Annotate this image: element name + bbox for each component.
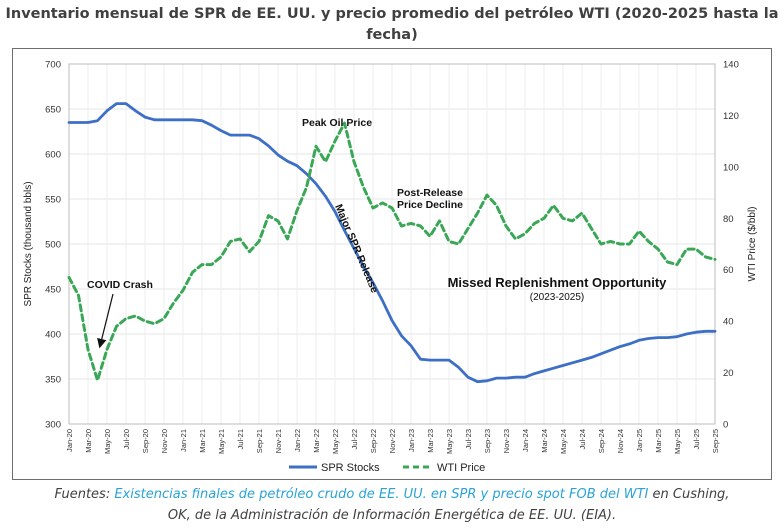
y-right-tick-label: 80	[723, 214, 734, 225]
x-tick-label: Jul-23	[464, 429, 473, 449]
legend-label-wti: WTI Price	[437, 462, 485, 474]
y-right-tick-label: 60	[723, 265, 734, 276]
x-tick-label: May-21	[217, 429, 226, 454]
legend-label-spr: SPR Stocks	[321, 462, 380, 474]
annotation-price-decline: Price Decline	[397, 199, 463, 211]
source-prefix: Fuentes:	[54, 487, 115, 502]
x-tick-label: May-24	[559, 429, 568, 454]
x-tick-label: Jul-22	[350, 429, 359, 449]
x-tick-label: Mar-21	[198, 429, 207, 453]
y-right-tick-label: 0	[723, 420, 728, 431]
x-tick-label: Mar-22	[312, 429, 321, 453]
y-left-tick-label: 400	[45, 330, 61, 341]
annotation-post-release: Post-Release	[397, 187, 463, 199]
x-axis: Jan-20 Mar-20 May-20 Jul-20 Sep-20 Nov-20 Jan-…	[65, 429, 720, 454]
x-tick-label: Sep-22	[369, 429, 378, 453]
source-line-2: OK, de la Administración de Información …	[167, 508, 617, 523]
x-tick-label: Jul-20	[122, 429, 131, 449]
x-tick-label: Mar-23	[426, 429, 435, 453]
source-link[interactable]: Existencias finales de petróleo crudo de…	[114, 487, 649, 502]
x-tick-label: Jul-25	[692, 429, 701, 449]
x-tick-label: Mar-20	[84, 429, 93, 453]
source-line-1: Fuentes: Existencias finales de petróleo…	[55, 487, 730, 502]
annotation-covid-crash: COVID Crash	[87, 279, 153, 291]
page-title: Inventario mensual de SPR de EE. UU. y p…	[0, 4, 784, 46]
y-left-tick-label: 500	[45, 240, 61, 251]
x-tick-label: Nov-22	[388, 429, 397, 453]
x-tick-label: Jan-24	[521, 429, 530, 452]
y-right-tick-label: 140	[723, 60, 739, 71]
plot-area	[68, 63, 716, 425]
y-left-tick-label: 350	[45, 375, 61, 386]
annotation-missed-subtitle: (2023-2025)	[530, 292, 584, 303]
gridlines	[68, 63, 716, 425]
x-tick-label: Sep-20	[141, 429, 150, 453]
y-left-tick-label: 650	[45, 105, 61, 116]
x-tick-label: Sep-21	[255, 429, 264, 453]
spr-stocks-line	[67, 102, 717, 384]
y-left-tick-label: 700	[45, 60, 61, 71]
y-right-tick-label: 20	[723, 368, 734, 379]
x-tick-label: Mar-25	[654, 429, 663, 453]
x-tick-label: Jan-20	[65, 429, 74, 452]
x-tick-label: Nov-24	[616, 429, 625, 453]
x-tick-label: May-25	[673, 429, 682, 454]
y-left-tick-label: 450	[45, 285, 61, 296]
x-tick-label: May-23	[445, 429, 454, 454]
x-tick-label: Nov-20	[160, 429, 169, 453]
x-tick-label: Jan-21	[179, 429, 188, 452]
y-left-tick-label: 600	[45, 150, 61, 161]
x-tick-label: Jan-23	[407, 429, 416, 452]
chart-frame: 300 350 400 450 500 550 600 650 700 SPR Stocks (t…	[12, 48, 772, 480]
y-right-tick-label: 120	[723, 111, 739, 122]
x-tick-label: Mar-24	[540, 429, 549, 453]
x-tick-label: Sep-25	[711, 429, 720, 453]
x-tick-label: Jan-25	[635, 429, 644, 452]
y-right-tick-label: 100	[723, 162, 739, 173]
title-line-1: Inventario mensual de SPR de EE. UU. y p…	[5, 6, 779, 22]
wti-price-line	[67, 121, 717, 382]
y-axis-right: 0 20 40 60 80 100 120 140 WTI Price ($/bbl)	[723, 60, 758, 431]
source-middle: en Cushing,	[648, 487, 730, 502]
x-tick-label: Jul-21	[236, 429, 245, 449]
x-tick-label: Jan-22	[293, 429, 302, 452]
x-tick-label: May-22	[331, 429, 340, 454]
x-tick-label: Nov-23	[502, 429, 511, 453]
x-tick-label: Nov-21	[274, 429, 283, 453]
y-left-axis-label: SPR Stocks (thousand bbls)	[23, 181, 34, 306]
y-right-axis-label: WTI Price ($/bbl)	[747, 206, 758, 281]
y-left-tick-label: 550	[45, 195, 61, 206]
x-tick-label: Sep-23	[483, 429, 492, 453]
y-right-tick-label: 40	[723, 317, 734, 328]
y-left-tick-label: 300	[45, 420, 61, 431]
x-tick-label: May-20	[103, 429, 112, 454]
x-tick-label: Sep-24	[597, 429, 606, 453]
annotation-missed-replenishment: Missed Replenishment Opportunity	[448, 275, 668, 290]
legend: SPR Stocks WTI Price	[289, 462, 485, 474]
title-line-2: fecha)	[366, 27, 418, 43]
y-axis-left: 300 350 400 450 500 550 600 650 700 SPR Stocks (t…	[23, 60, 61, 431]
x-tick-label: Jul-24	[578, 429, 587, 449]
annotation-peak-oil-price: Peak Oil Price	[302, 117, 372, 129]
covid-arrow	[97, 293, 114, 349]
source-note: Fuentes: Existencias finales de petróleo…	[0, 484, 784, 526]
